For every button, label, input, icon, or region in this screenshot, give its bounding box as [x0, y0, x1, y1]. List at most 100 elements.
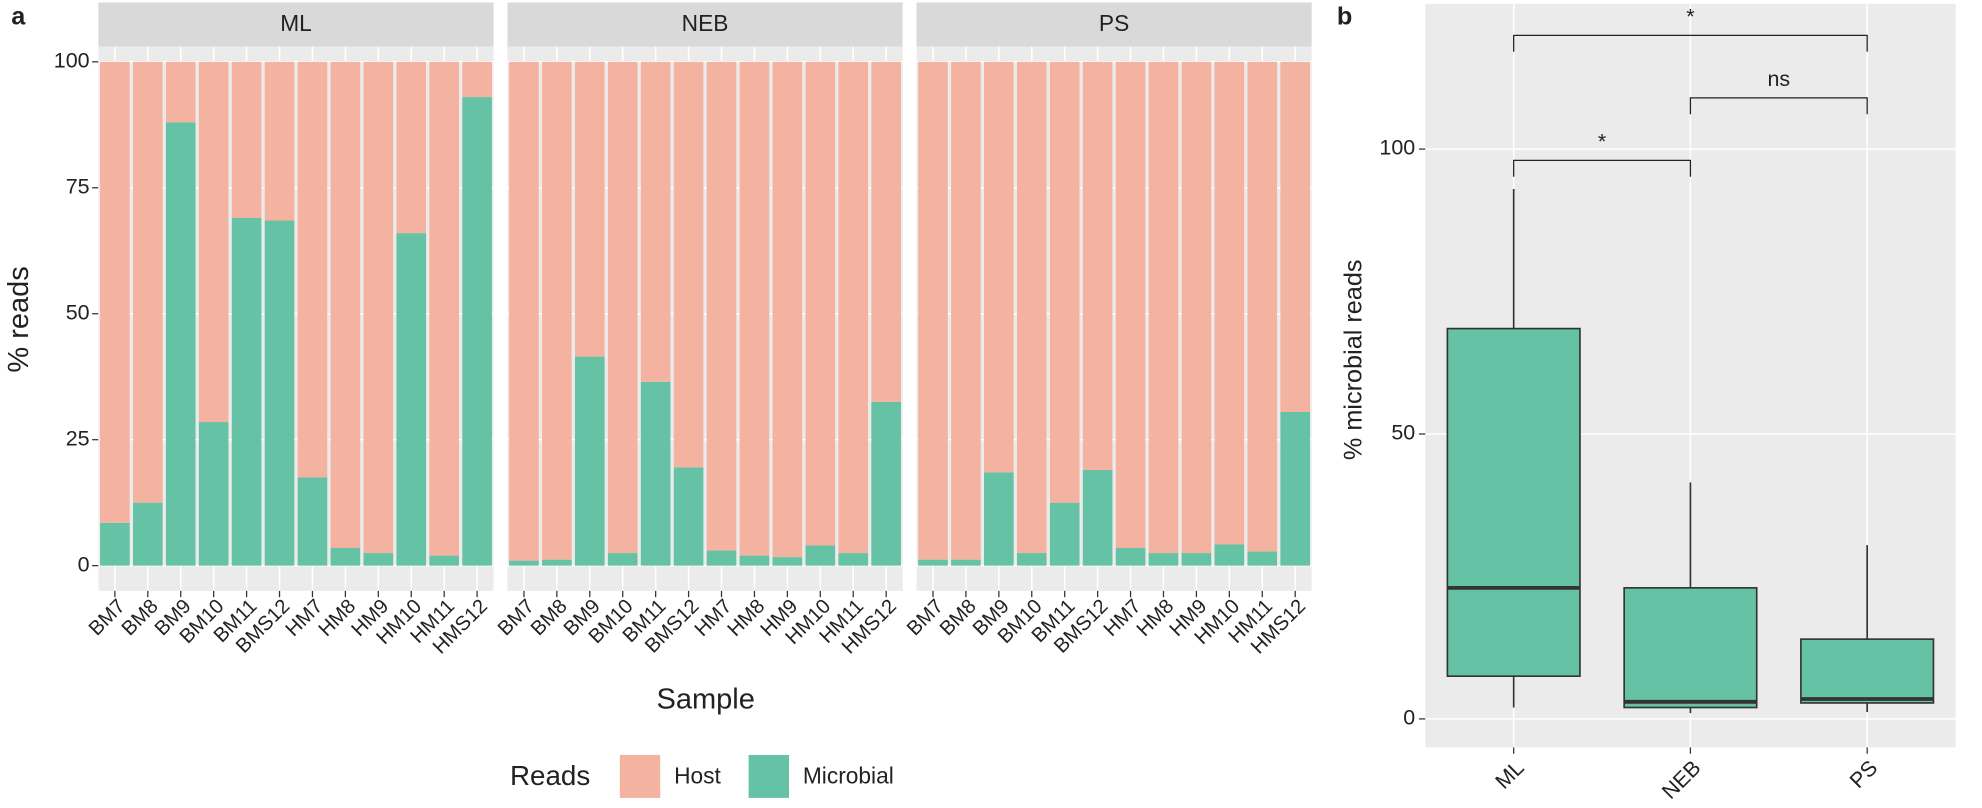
- y-tick-label: 100: [1379, 136, 1415, 160]
- bar-segment: [509, 61, 539, 561]
- legend-label: Microbial: [803, 763, 894, 789]
- significance-label: *: [1598, 129, 1607, 153]
- bar-segment: [871, 401, 901, 566]
- bar-segment: [231, 61, 262, 219]
- bar-segment: [607, 61, 638, 554]
- y-tick-label: 0: [1403, 706, 1415, 730]
- bar-segment: [1181, 61, 1212, 554]
- bar-segment: [264, 220, 295, 566]
- bar-segment: [772, 557, 803, 566]
- panel-bg: [916, 46, 1312, 591]
- bar-segment: [838, 61, 869, 554]
- bar-segment: [297, 61, 328, 478]
- bar-segment: [330, 548, 361, 566]
- bar-segment: [100, 61, 130, 523]
- bar-segment: [1016, 553, 1047, 566]
- y-tick-label: 50: [66, 300, 90, 324]
- bar-segment: [198, 61, 229, 423]
- bar-segment: [1049, 61, 1080, 503]
- box: [1800, 638, 1935, 704]
- bar-segment: [542, 559, 572, 566]
- bar-segment: [542, 61, 572, 560]
- bar-segment: [429, 555, 459, 566]
- bar-segment: [673, 61, 704, 468]
- bar-segment: [984, 472, 1014, 566]
- bar-segment: [739, 555, 770, 566]
- bar-segment: [838, 553, 869, 566]
- bar-segment: [871, 61, 901, 402]
- bar-segment: [396, 61, 427, 234]
- y-tick-label: 100: [54, 48, 90, 72]
- bar-segment: [231, 218, 262, 566]
- bar-segment: [264, 61, 295, 221]
- bar-segment: [918, 559, 948, 566]
- bar-segment: [297, 477, 328, 566]
- panel-bg: [507, 46, 903, 591]
- bar-segment: [607, 553, 638, 566]
- bar-segment: [1148, 553, 1179, 566]
- bar-segment: [739, 61, 770, 556]
- y-tick-label: 0: [78, 552, 90, 576]
- bar-segment: [1280, 411, 1311, 566]
- bar-segment: [1115, 548, 1146, 566]
- bar-segment: [1049, 502, 1080, 566]
- box: [1446, 327, 1581, 677]
- bar-segment: [100, 522, 130, 566]
- bar-segment: [1280, 61, 1311, 412]
- y-tick-label: 50: [1391, 421, 1415, 445]
- box: [1623, 587, 1758, 709]
- bar-segment: [574, 356, 605, 566]
- bar-segment: [396, 233, 427, 566]
- bar-segment: [1082, 61, 1113, 470]
- x-tick-label: NEB: [1657, 756, 1705, 804]
- bar-segment: [918, 61, 948, 560]
- bracket: [1689, 97, 1868, 115]
- bar-segment: [132, 61, 163, 503]
- bar-segment: [462, 61, 492, 98]
- bar-segment: [640, 61, 671, 382]
- bracket: [1513, 34, 1868, 52]
- legend-label: Host: [674, 763, 721, 789]
- bar-segment: [772, 61, 803, 558]
- facet-title: NEB: [682, 10, 729, 36]
- y-tick-label: 75: [66, 174, 90, 198]
- bar-segment: [165, 122, 196, 566]
- bar-segment: [462, 97, 492, 566]
- significance-label: *: [1686, 4, 1695, 28]
- y-axis-title: % microbial reads: [1339, 259, 1367, 460]
- facet-title: PS: [1099, 10, 1129, 36]
- legend-swatch: [748, 754, 790, 798]
- y-tick-label: 25: [66, 426, 90, 450]
- bar-segment: [706, 550, 737, 566]
- bar-segment: [574, 61, 605, 357]
- bar-segment: [951, 61, 981, 560]
- bar-segment: [1214, 61, 1245, 545]
- strip: [507, 2, 903, 47]
- facet-title: ML: [280, 10, 312, 36]
- bar-segment: [363, 61, 394, 554]
- x-tick-label: ML: [1491, 756, 1529, 794]
- legend-swatch: [619, 754, 661, 798]
- legend-title: Reads: [510, 760, 590, 791]
- bar-segment: [330, 61, 361, 549]
- bar-segment: [165, 61, 196, 123]
- bar-segment: [1082, 469, 1113, 566]
- bar-segment: [805, 61, 836, 546]
- panel-bg: [98, 46, 494, 591]
- significance-label: ns: [1767, 67, 1790, 91]
- y-axis-title: % reads: [3, 266, 35, 372]
- bar-segment: [509, 560, 539, 566]
- x-tick-label: PS: [1845, 756, 1882, 793]
- bar-segment: [1115, 61, 1146, 549]
- panel-label: a: [11, 2, 26, 30]
- bar-segment: [1247, 551, 1278, 566]
- bar-segment: [1016, 61, 1047, 554]
- bracket: [1513, 159, 1692, 177]
- bar-segment: [984, 61, 1014, 473]
- bar-segment: [1181, 553, 1212, 566]
- strip: [916, 2, 1312, 47]
- bar-segment: [198, 422, 229, 566]
- bar-segment: [706, 61, 737, 551]
- bar-segment: [363, 553, 394, 566]
